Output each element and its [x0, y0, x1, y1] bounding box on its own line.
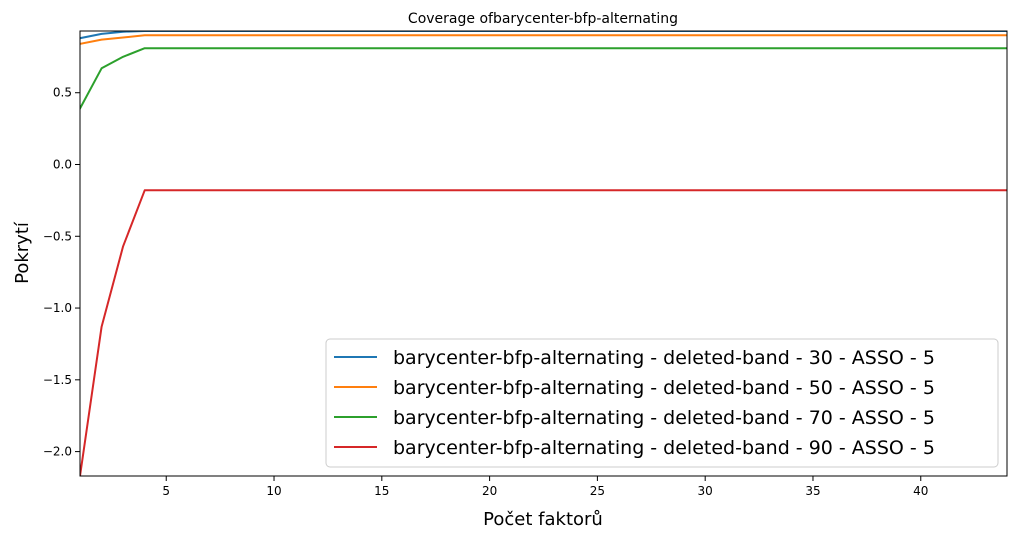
y-axis-ticks: 0.5 0.0 −0.5 −1.0 −1.5 −2.0	[43, 86, 80, 459]
x-tick-label: 10	[266, 484, 281, 498]
legend: barycenter-bfp-alternating - deleted-ban…	[325, 338, 999, 468]
x-tick-label: 30	[698, 484, 713, 498]
y-tick-label: −0.5	[43, 229, 72, 243]
series-line-4	[80, 189, 1007, 476]
x-tick-label: 25	[590, 484, 605, 498]
legend-label: barycenter-bfp-alternating - deleted-ban…	[393, 437, 935, 459]
y-tick-label: 0.0	[53, 158, 72, 172]
legend-box	[325, 338, 999, 468]
x-axis-ticks: 5 10 15 20 25 30 35 40	[162, 476, 928, 498]
series-line-3	[80, 47, 1007, 110]
y-tick-label: −1.5	[43, 373, 72, 387]
legend-label: barycenter-bfp-alternating - deleted-ban…	[393, 407, 935, 429]
y-tick-label: −2.0	[43, 445, 72, 459]
x-tick-label: 40	[913, 484, 928, 498]
series-line-1	[80, 31, 1007, 40]
plot-lines	[80, 31, 1007, 476]
y-tick-label: −1.0	[43, 301, 72, 315]
legend-label: barycenter-bfp-alternating - deleted-ban…	[393, 377, 935, 399]
x-tick-label: 20	[482, 484, 497, 498]
chart-title: Coverage ofbarycenter-bfp-alternating	[408, 11, 678, 27]
legend-entries: barycenter-bfp-alternating - deleted-ban…	[334, 347, 935, 459]
y-tick-label: 0.5	[53, 86, 72, 100]
x-tick-label: 5	[162, 484, 170, 498]
legend-label: barycenter-bfp-alternating - deleted-ban…	[393, 347, 935, 369]
x-tick-label: 35	[805, 484, 820, 498]
y-axis-title: Pokrytí	[12, 221, 33, 284]
x-axis-title: Počet faktorů	[483, 509, 603, 530]
series-line-2	[80, 34, 1007, 45]
plot-frame	[79, 30, 1008, 477]
x-tick-label: 15	[374, 484, 389, 498]
